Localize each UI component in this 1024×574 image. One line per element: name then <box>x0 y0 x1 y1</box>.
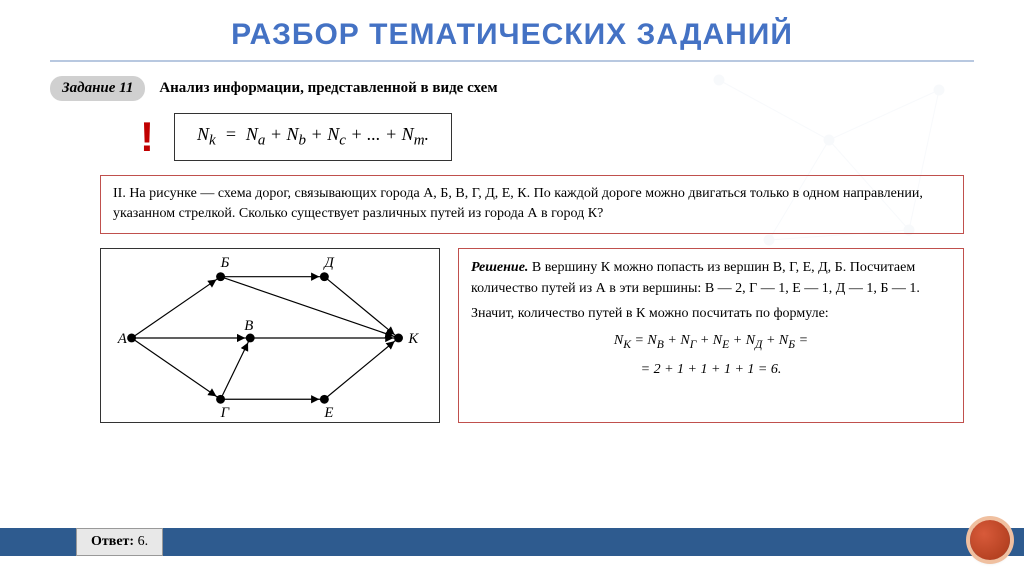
task-subtitle: Анализ информации, представленной в виде… <box>159 80 497 97</box>
task-header: Задание 11 Анализ информации, представле… <box>50 76 974 101</box>
solution-formula-line1: NК = NВ + NГ + NЕ + NД + NБ = <box>471 330 951 353</box>
title-underline <box>50 60 974 62</box>
content-columns: А Б В Г Д Е К Решение. В вершину К можно попас… <box>100 248 964 423</box>
svg-text:А: А <box>117 331 128 347</box>
formula-row: ! Nk = Na + Nb + Nc + ... + Nm. <box>140 113 974 161</box>
answer-label: Ответ: <box>91 534 134 549</box>
solution-formula-line2: = 2 + 1 + 1 + 1 + 1 = 6. <box>471 359 951 380</box>
answer-bar-right <box>163 528 1024 556</box>
graph-svg: А Б В Г Д Е К <box>101 249 439 422</box>
answer-value: 6. <box>138 534 149 549</box>
solution-box: Решение. В вершину К можно попасть из ве… <box>458 248 964 423</box>
graph-diagram-box: А Б В Г Д Е К <box>100 248 440 423</box>
solution-label: Решение. <box>471 260 528 275</box>
answer-bar-left <box>0 528 76 556</box>
task-number-badge: Задание 11 <box>50 76 145 101</box>
answer-box: Ответ: 6. <box>76 528 163 556</box>
svg-text:Б: Б <box>220 254 230 270</box>
svg-text:К: К <box>407 331 419 347</box>
general-formula-box: Nk = Na + Nb + Nc + ... + Nm. <box>174 113 452 161</box>
slide-title: РАЗБОР ТЕМАТИЧЕСКИХ ЗАДАНИЙ <box>50 18 974 52</box>
general-formula-text: Nk = Na + Nb + Nc + ... + Nm. <box>197 124 429 144</box>
corner-badge-icon <box>970 520 1010 560</box>
solution-text-1: В вершину К можно попасть из вершин В, Г… <box>471 260 920 296</box>
exclamation-icon: ! <box>140 113 154 161</box>
svg-text:В: В <box>244 318 253 334</box>
svg-text:Г: Г <box>220 405 230 421</box>
svg-text:Д: Д <box>322 254 335 270</box>
svg-text:Е: Е <box>323 405 333 421</box>
solution-text-2: Значит, количество путей в К можно посчи… <box>471 306 829 321</box>
problem-statement-box: II. На рисунке — схема дорог, связывающи… <box>100 175 964 234</box>
answer-bar: Ответ: 6. <box>0 528 1024 556</box>
